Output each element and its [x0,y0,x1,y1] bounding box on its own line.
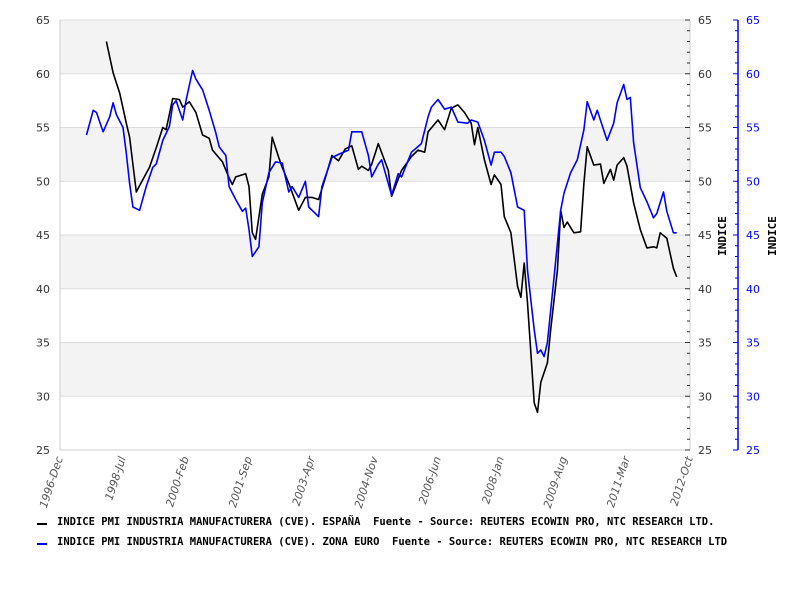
series-line-espana [105,41,678,414]
left-y-tick-label: 60 [36,68,50,81]
legend-label-zona-euro: INDICE PMI INDUSTRIA MANUFACTURERA (CVE)… [57,536,727,548]
right-y-tick-label: 30 [698,390,712,403]
plot-background [60,20,690,450]
x-tick-label: 2008-Jan [479,455,506,506]
right-axis-label-blue: INDICE [766,216,779,256]
legend-swatch-espana [37,523,47,525]
x-tick-label: 1998-Jul [103,455,129,502]
blue-y-tick-label: 30 [746,390,760,403]
plot-band [60,342,690,397]
x-tick-label: 2000-Feb [163,455,191,509]
right-y-tick-label: 45 [698,229,712,242]
left-y-tick-label: 30 [36,390,50,403]
right-y-tick-label: 65 [698,14,712,27]
blue-y-tick-label: 55 [746,122,760,135]
left-y-tick-label: 50 [36,175,50,188]
plot-band [60,20,690,74]
plot-band [60,181,690,235]
plot-band [60,235,690,289]
series-line-zona-euro [85,69,677,358]
blue-y-tick-label: 35 [746,337,760,350]
x-tick-label: 2004-Nov [352,454,381,509]
right-y-tick-label: 35 [698,337,712,350]
right-y-tick-label: 55 [698,122,712,135]
right-y-tick-label: 50 [698,175,712,188]
left-y-tick-label: 35 [36,337,50,350]
x-tick-label: 2009-Aug [541,455,570,510]
left-y-tick-label: 25 [36,444,50,457]
blue-y-tick-label: 45 [746,229,760,242]
x-tick-label: 2006-Jun [416,455,444,506]
plot-band [60,396,690,450]
x-tick-label: 2012-Oct [668,454,696,507]
plot-band [60,73,690,128]
x-tick-label: 2011-Mar [604,454,633,510]
right-axis-label-black: INDICE [716,216,729,256]
plot-band [60,288,690,343]
x-tick-label: 2003-Apr [290,454,319,508]
right-y-tick-label: 60 [698,68,712,81]
right-y-tick-label: 25 [698,444,712,457]
x-tick-label: 1996-Dec [37,455,66,510]
left-y-tick-label: 55 [36,122,50,135]
blue-y-tick-label: 25 [746,444,760,457]
left-y-tick-label: 65 [36,14,50,27]
left-y-tick-label: 45 [36,229,50,242]
blue-y-tick-label: 50 [746,175,760,188]
left-y-tick-label: 40 [36,283,50,296]
blue-y-tick-label: 60 [746,68,760,81]
legend-label-espana: INDICE PMI INDUSTRIA MANUFACTURERA (CVE)… [57,515,714,528]
right-y-tick-label: 40 [698,283,712,296]
blue-y-tick-label: 65 [746,14,760,27]
legend-swatch-zona-euro [37,543,47,545]
blue-y-tick-label: 40 [746,283,760,296]
legend: INDICE PMI INDUSTRIA MANUFACTURERA (CVE)… [37,515,727,548]
series-lines [85,41,678,414]
x-tick-label: 2001-Sep [226,455,255,509]
